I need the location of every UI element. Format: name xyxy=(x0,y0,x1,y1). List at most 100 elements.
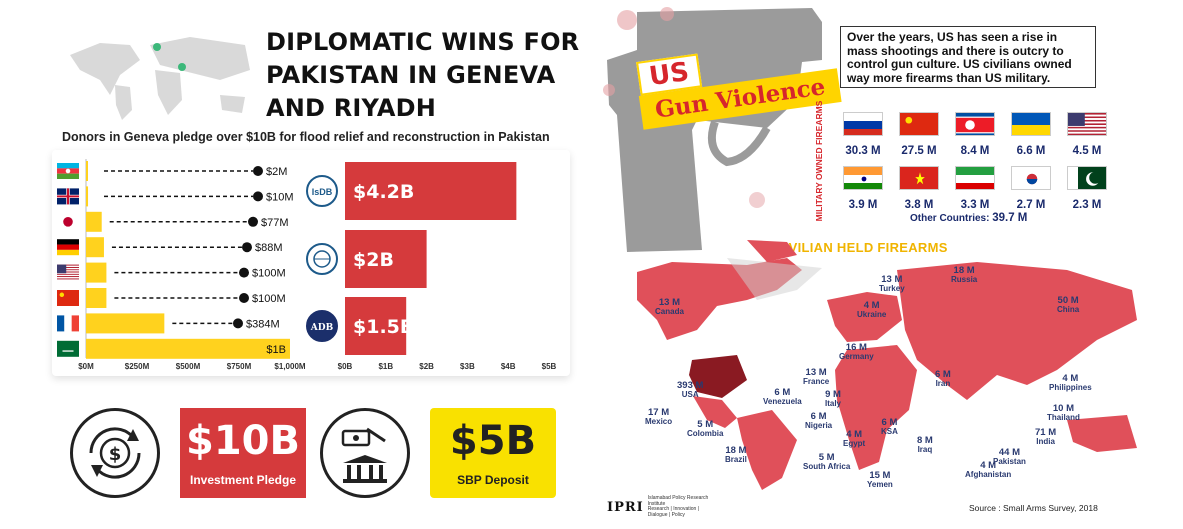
map-country-label: 13 M Canada xyxy=(655,298,684,316)
country-value: 17 M xyxy=(648,407,670,418)
map-country-label: 44 M Pakistan xyxy=(993,448,1026,466)
flag-part xyxy=(1068,121,1108,124)
flag-part xyxy=(956,167,996,175)
map-country-label: 5 M Colombia xyxy=(687,420,723,438)
pledge-amount: $10B xyxy=(186,418,300,464)
flag-part xyxy=(57,269,79,271)
flag-part xyxy=(57,268,79,270)
flag-part xyxy=(57,340,79,357)
military-flag-cell: 2.3 M xyxy=(1057,166,1117,211)
map-country-label: 4 M Ukraine xyxy=(857,301,886,319)
investment-pledge-card: $10B Investment Pledge xyxy=(180,408,306,498)
x-tick-label: $0M xyxy=(78,362,94,371)
ipri-tagline: Research | Innovation | Dialogue | Polic… xyxy=(647,506,699,518)
military-firearms-value: 30.3 M xyxy=(845,145,881,157)
map-country-label: 17 M Mexico xyxy=(645,408,672,426)
country-name: Iraq xyxy=(917,445,933,454)
country-name: Canada xyxy=(655,307,684,316)
map-country-label: 50 M China xyxy=(1057,296,1079,314)
map-country-label: 4 M Egypt xyxy=(843,430,865,448)
country-value: 13 M xyxy=(658,297,681,308)
military-firearms-value: 6.6 M xyxy=(1016,145,1046,157)
flag-part xyxy=(844,167,884,175)
country-bar xyxy=(86,161,88,181)
country-name: Mexico xyxy=(645,417,673,426)
military-flag-cell: 3.8 M xyxy=(889,166,949,211)
map-country-label: 393 M USA xyxy=(677,381,703,399)
map-country-label: 6 M KSA xyxy=(881,418,898,436)
map-country-label: 6 M Iran xyxy=(935,370,951,388)
data-label: $1B xyxy=(266,344,286,356)
country-name: Brazil xyxy=(725,455,747,464)
bar-value-label: $1.5B xyxy=(353,316,414,338)
leader-dot xyxy=(242,242,252,253)
country-name: Philippines xyxy=(1049,383,1092,392)
other-countries-label: Other Countries: xyxy=(910,213,990,224)
svg-text:$: $ xyxy=(109,444,122,465)
map-country-label: 13 M France xyxy=(803,368,829,386)
flag-part xyxy=(1068,123,1108,125)
india-flag-icon xyxy=(843,166,884,191)
flag-part xyxy=(57,239,79,245)
bar-value-label: $4.2B xyxy=(353,181,414,203)
country-name: Thailand xyxy=(1047,413,1080,422)
flag-part xyxy=(65,168,71,174)
page-title: DIPLOMATIC WINS FOR PAKISTAN IN GENEVA A… xyxy=(266,26,586,125)
country-value: 18 M xyxy=(725,445,747,456)
flag-part xyxy=(1068,125,1108,127)
military-flag-cell: 3.9 M xyxy=(833,166,893,211)
military-firearms-value: 2.3 M xyxy=(1072,199,1102,211)
flag-part xyxy=(1089,171,1102,184)
map-country-label: 16 M Germany xyxy=(839,343,874,361)
x-tick-label: $1,000M xyxy=(274,362,305,371)
x-tick-label: $3B xyxy=(460,362,475,371)
military-flag-cell: 8.4 M xyxy=(945,112,1005,157)
country-bar xyxy=(86,288,107,308)
russia-flag-icon xyxy=(843,112,884,137)
country-value: 8 M xyxy=(917,435,933,446)
country-value: 6 M xyxy=(935,369,951,380)
data-label: $384M xyxy=(246,318,280,330)
country-value: 13 M xyxy=(805,367,827,378)
data-label: $100M xyxy=(252,268,286,280)
country-value: 50 M xyxy=(1057,295,1079,306)
world-bank-logo xyxy=(306,243,338,275)
ipri-name: Islamabad Policy Research Institute Rese… xyxy=(647,495,718,518)
flag-part xyxy=(1068,133,1108,136)
france-flag-icon xyxy=(57,315,79,332)
uk-flag-icon xyxy=(57,188,79,205)
military-firearms-value: 8.4 M xyxy=(960,145,990,157)
flag-part xyxy=(57,272,79,274)
flag-part xyxy=(57,249,79,256)
ukraine-flag-icon xyxy=(1011,112,1052,137)
flag-part xyxy=(57,273,79,275)
flag-part xyxy=(57,264,79,266)
military-firearms-value: 3.8 M xyxy=(904,199,934,211)
flag-part xyxy=(57,173,79,179)
flag-part xyxy=(956,117,996,133)
flag-part xyxy=(59,292,65,298)
other-countries-value: 39.7 M xyxy=(992,212,1028,224)
military-flag-cell: 4.5 M xyxy=(1057,112,1117,157)
info-box: Over the years, US has seen a rise in ma… xyxy=(840,26,1096,88)
source-note: Source : Small Arms Survey, 2018 xyxy=(969,503,1098,513)
military-firearms-value: 3.9 M xyxy=(848,199,878,211)
data-label: $100M xyxy=(252,293,286,305)
country-value: 71 M xyxy=(1035,427,1057,438)
military-flag-cell: 3.3 M xyxy=(945,166,1005,211)
flag-part xyxy=(64,315,72,332)
x-tick-label: $750M xyxy=(227,362,252,371)
money-cycle-icon: $ xyxy=(70,408,160,498)
map-country-label: 6 M Nigeria xyxy=(805,412,832,430)
country-bar xyxy=(86,338,290,359)
south-korea-flag-icon xyxy=(1011,166,1052,191)
country-name: South Africa xyxy=(803,462,851,471)
leader-dot xyxy=(253,191,263,202)
country-name: India xyxy=(1036,437,1055,446)
country-value: 9 M xyxy=(825,389,841,400)
country-value: 4 M xyxy=(1062,373,1079,384)
country-name: Colombia xyxy=(687,429,724,438)
data-label: $2M xyxy=(266,166,287,178)
china-flag-icon xyxy=(899,112,940,137)
flag-part xyxy=(1068,131,1108,134)
